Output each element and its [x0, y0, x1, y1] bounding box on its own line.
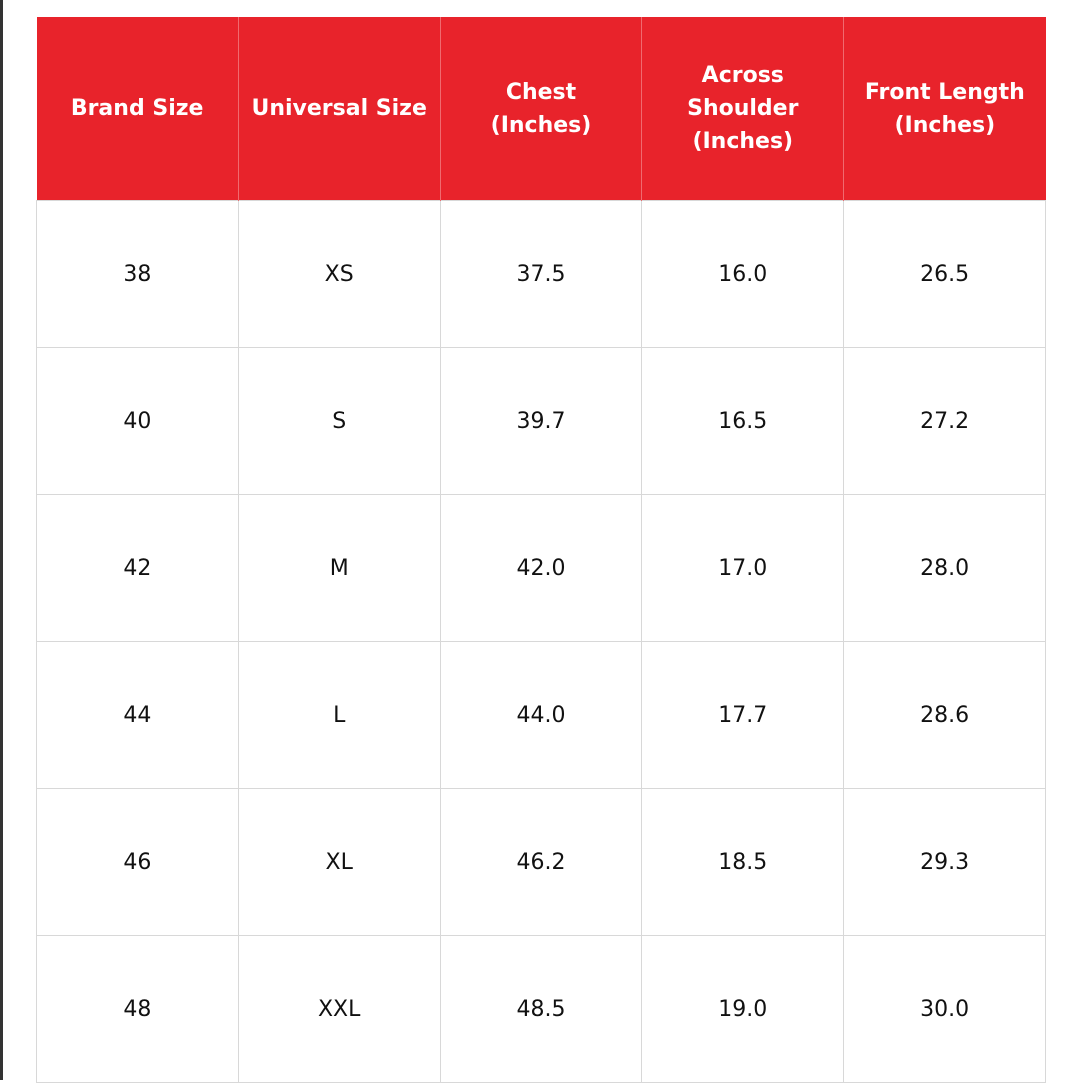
header-cell: Front Length (Inches)	[843, 17, 1046, 201]
header-text: (Inches)	[894, 112, 996, 138]
table-row: 38 XS 37.5 16.0 26.5	[36, 200, 1046, 348]
table-cell: 28.0	[843, 494, 1046, 642]
table-row: 48 XXL 48.5 19.0 30.0	[36, 935, 1046, 1083]
table-cell: XXL	[237, 935, 441, 1083]
table-cell: 46	[36, 788, 239, 936]
table-body: 38 XS 37.5 16.0 26.5 40 S 39.7 16.5 27.2 42 M 42.0 17…	[36, 200, 1046, 1083]
header-text: (Inches)	[490, 112, 592, 138]
table-cell: 40	[36, 347, 239, 495]
header-cell: Brand Size	[36, 17, 239, 201]
table-cell: 42.0	[439, 494, 643, 642]
header-text: Brand Size	[70, 96, 204, 121]
table-cell: 28.6	[843, 641, 1046, 789]
table-cell: 30.0	[843, 935, 1046, 1083]
size-table: Brand Size Universal Size Chest (Inches) Acr…	[36, 17, 1046, 1083]
table-cell: 16.5	[641, 347, 845, 495]
table-cell: 18.5	[641, 788, 845, 936]
table-header: Brand Size Universal Size Chest (Inches) Acr…	[36, 17, 1046, 201]
table-cell: 17.0	[641, 494, 845, 642]
table-cell: 44	[36, 641, 239, 789]
table-row: 40 S 39.7 16.5 27.2	[36, 347, 1046, 495]
table-cell: L	[237, 641, 441, 789]
table-cell: 48.5	[439, 935, 643, 1083]
table-cell: M	[237, 494, 441, 642]
table-cell: 17.7	[641, 641, 845, 789]
table-cell: XS	[237, 200, 441, 348]
table-cell: XL	[237, 788, 441, 936]
header-cell: Across Shoulder (Inches)	[641, 17, 844, 201]
left-edge	[0, 0, 3, 1080]
table-row: 42 M 42.0 17.0 28.0	[36, 494, 1046, 642]
table-cell: S	[237, 347, 441, 495]
header-text: Shoulder	[687, 96, 799, 121]
table-cell: 29.3	[843, 788, 1046, 936]
table-cell: 19.0	[641, 935, 845, 1083]
header-cell: Chest (Inches)	[439, 17, 642, 201]
table-row: 46 XL 46.2 18.5 29.3	[36, 788, 1046, 936]
header-text: Across	[701, 63, 784, 88]
header-cell: Universal Size	[237, 17, 441, 201]
table-row: 44 L 44.0 17.7 28.6	[36, 641, 1046, 789]
header-text: Chest	[505, 79, 577, 105]
header-text: Front Length	[864, 79, 1025, 105]
header-text: (Inches)	[692, 129, 794, 154]
table-cell: 39.7	[439, 347, 643, 495]
table-cell: 16.0	[641, 200, 845, 348]
table-cell: 26.5	[843, 200, 1046, 348]
table-cell: 48	[36, 935, 239, 1083]
table-cell: 27.2	[843, 347, 1046, 495]
header-row: Brand Size Universal Size Chest (Inches) Acr…	[36, 17, 1046, 201]
table-cell: 38	[36, 200, 239, 348]
header-text: Universal Size	[251, 96, 427, 121]
table-cell: 37.5	[439, 200, 643, 348]
table-cell: 44.0	[439, 641, 643, 789]
table-cell: 42	[36, 494, 239, 642]
table-cell: 46.2	[439, 788, 643, 936]
